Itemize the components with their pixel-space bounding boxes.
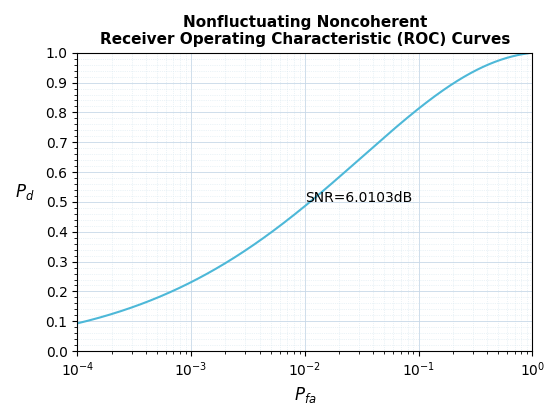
Title: Nonfluctuating Noncoherent
Receiver Operating Characteristic (ROC) Curves: Nonfluctuating Noncoherent Receiver Oper… — [100, 15, 510, 47]
Text: SNR=6.0103dB: SNR=6.0103dB — [305, 191, 412, 205]
X-axis label: $P_{fa}$: $P_{fa}$ — [293, 385, 316, 405]
Y-axis label: $P_d$: $P_d$ — [15, 182, 35, 202]
